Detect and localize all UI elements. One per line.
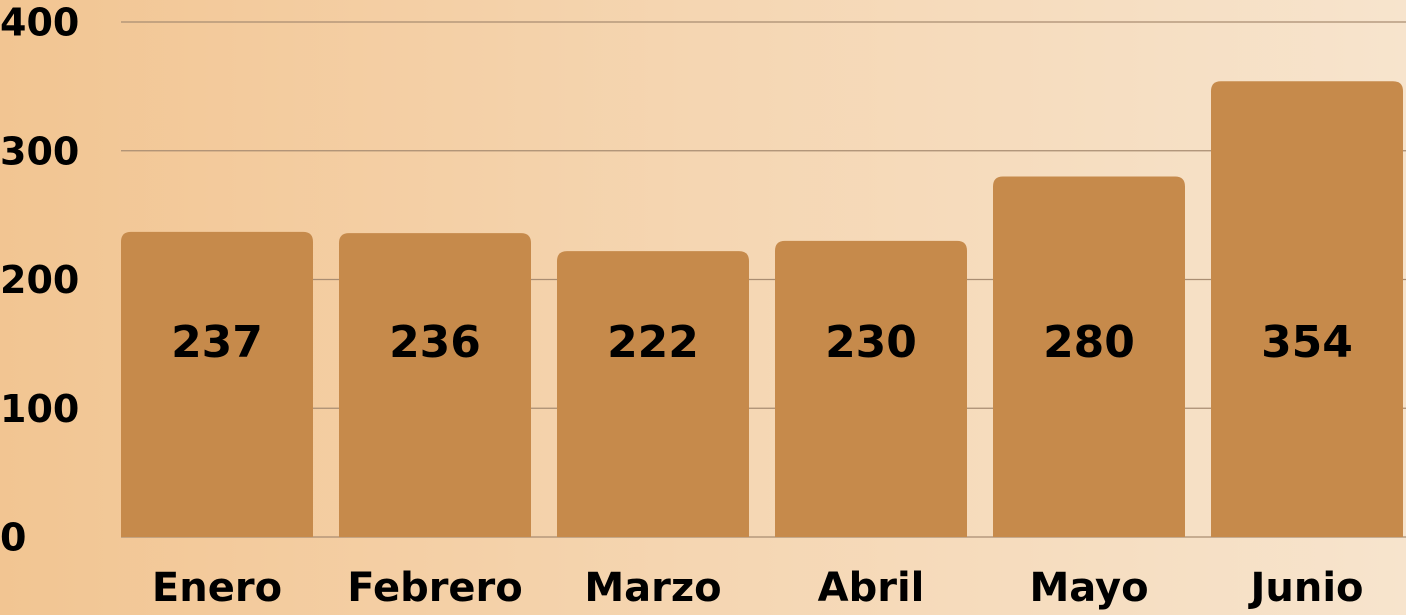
data-label: 280 <box>1043 317 1135 368</box>
bar <box>775 240 967 537</box>
y-tick-label: 200 <box>0 258 79 302</box>
x-tick-label: Mayo <box>1029 565 1148 611</box>
x-tick-label: Abril <box>818 565 925 611</box>
bar <box>993 176 1185 537</box>
x-tick-label: Enero <box>152 565 282 611</box>
bar <box>121 231 313 538</box>
data-label: 230 <box>825 317 917 368</box>
y-tick-label: 100 <box>0 387 79 431</box>
y-tick-label: 400 <box>0 1 79 45</box>
bar <box>557 251 749 538</box>
y-tick-label: 300 <box>0 129 79 173</box>
bar <box>339 233 531 537</box>
data-label: 354 <box>1261 317 1353 368</box>
data-label: 222 <box>607 317 699 368</box>
x-tick-label: Marzo <box>584 565 721 611</box>
x-tick-label: Junio <box>1247 565 1363 611</box>
x-tick-label: Febrero <box>347 565 523 611</box>
data-label: 236 <box>389 317 481 368</box>
bar <box>1211 81 1403 537</box>
y-tick-label: 0 <box>0 516 26 560</box>
data-label: 237 <box>171 317 263 368</box>
